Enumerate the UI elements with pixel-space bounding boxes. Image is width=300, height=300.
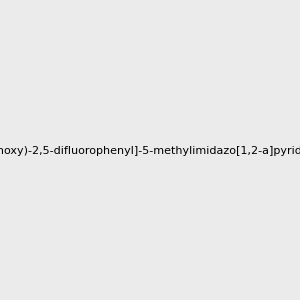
Text: N-[4-(difluoromethoxy)-2,5-difluorophenyl]-5-methylimidazo[1,2-a]pyridine-2-carb: N-[4-(difluoromethoxy)-2,5-difluoropheny… <box>0 146 300 157</box>
